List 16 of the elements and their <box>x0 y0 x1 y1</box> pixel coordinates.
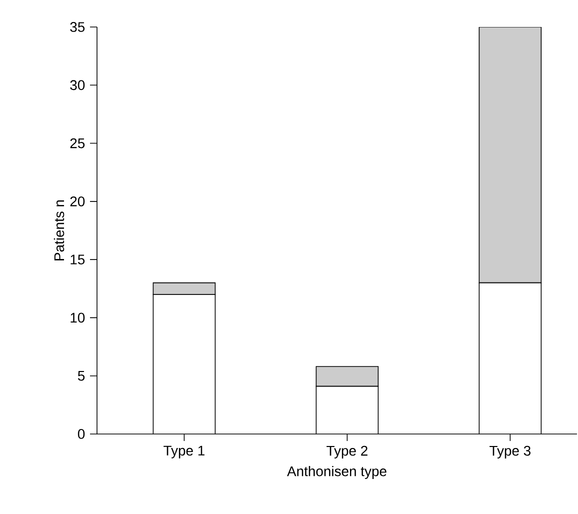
y-tick-label: 25 <box>70 138 85 148</box>
bar <box>152 282 216 295</box>
x-tick-label: Type 1 <box>164 446 204 458</box>
bar <box>478 282 542 434</box>
y-tick-label: 35 <box>70 22 85 32</box>
bar <box>478 26 542 284</box>
y-tick-label: 15 <box>70 254 85 264</box>
y-tick-label: 10 <box>70 312 85 323</box>
x-axis-title: Anthonisen type <box>287 466 386 479</box>
y-tick-label: 20 <box>70 196 85 206</box>
y-tick-label: 30 <box>70 80 85 90</box>
y-tick-label: 0 <box>78 429 85 439</box>
y-axis-title: Patients n <box>54 200 64 260</box>
x-tick-label: Type 2 <box>326 446 368 458</box>
x-tick-label: Type 3 <box>490 446 530 458</box>
y-tick-label: 5 <box>78 370 85 381</box>
